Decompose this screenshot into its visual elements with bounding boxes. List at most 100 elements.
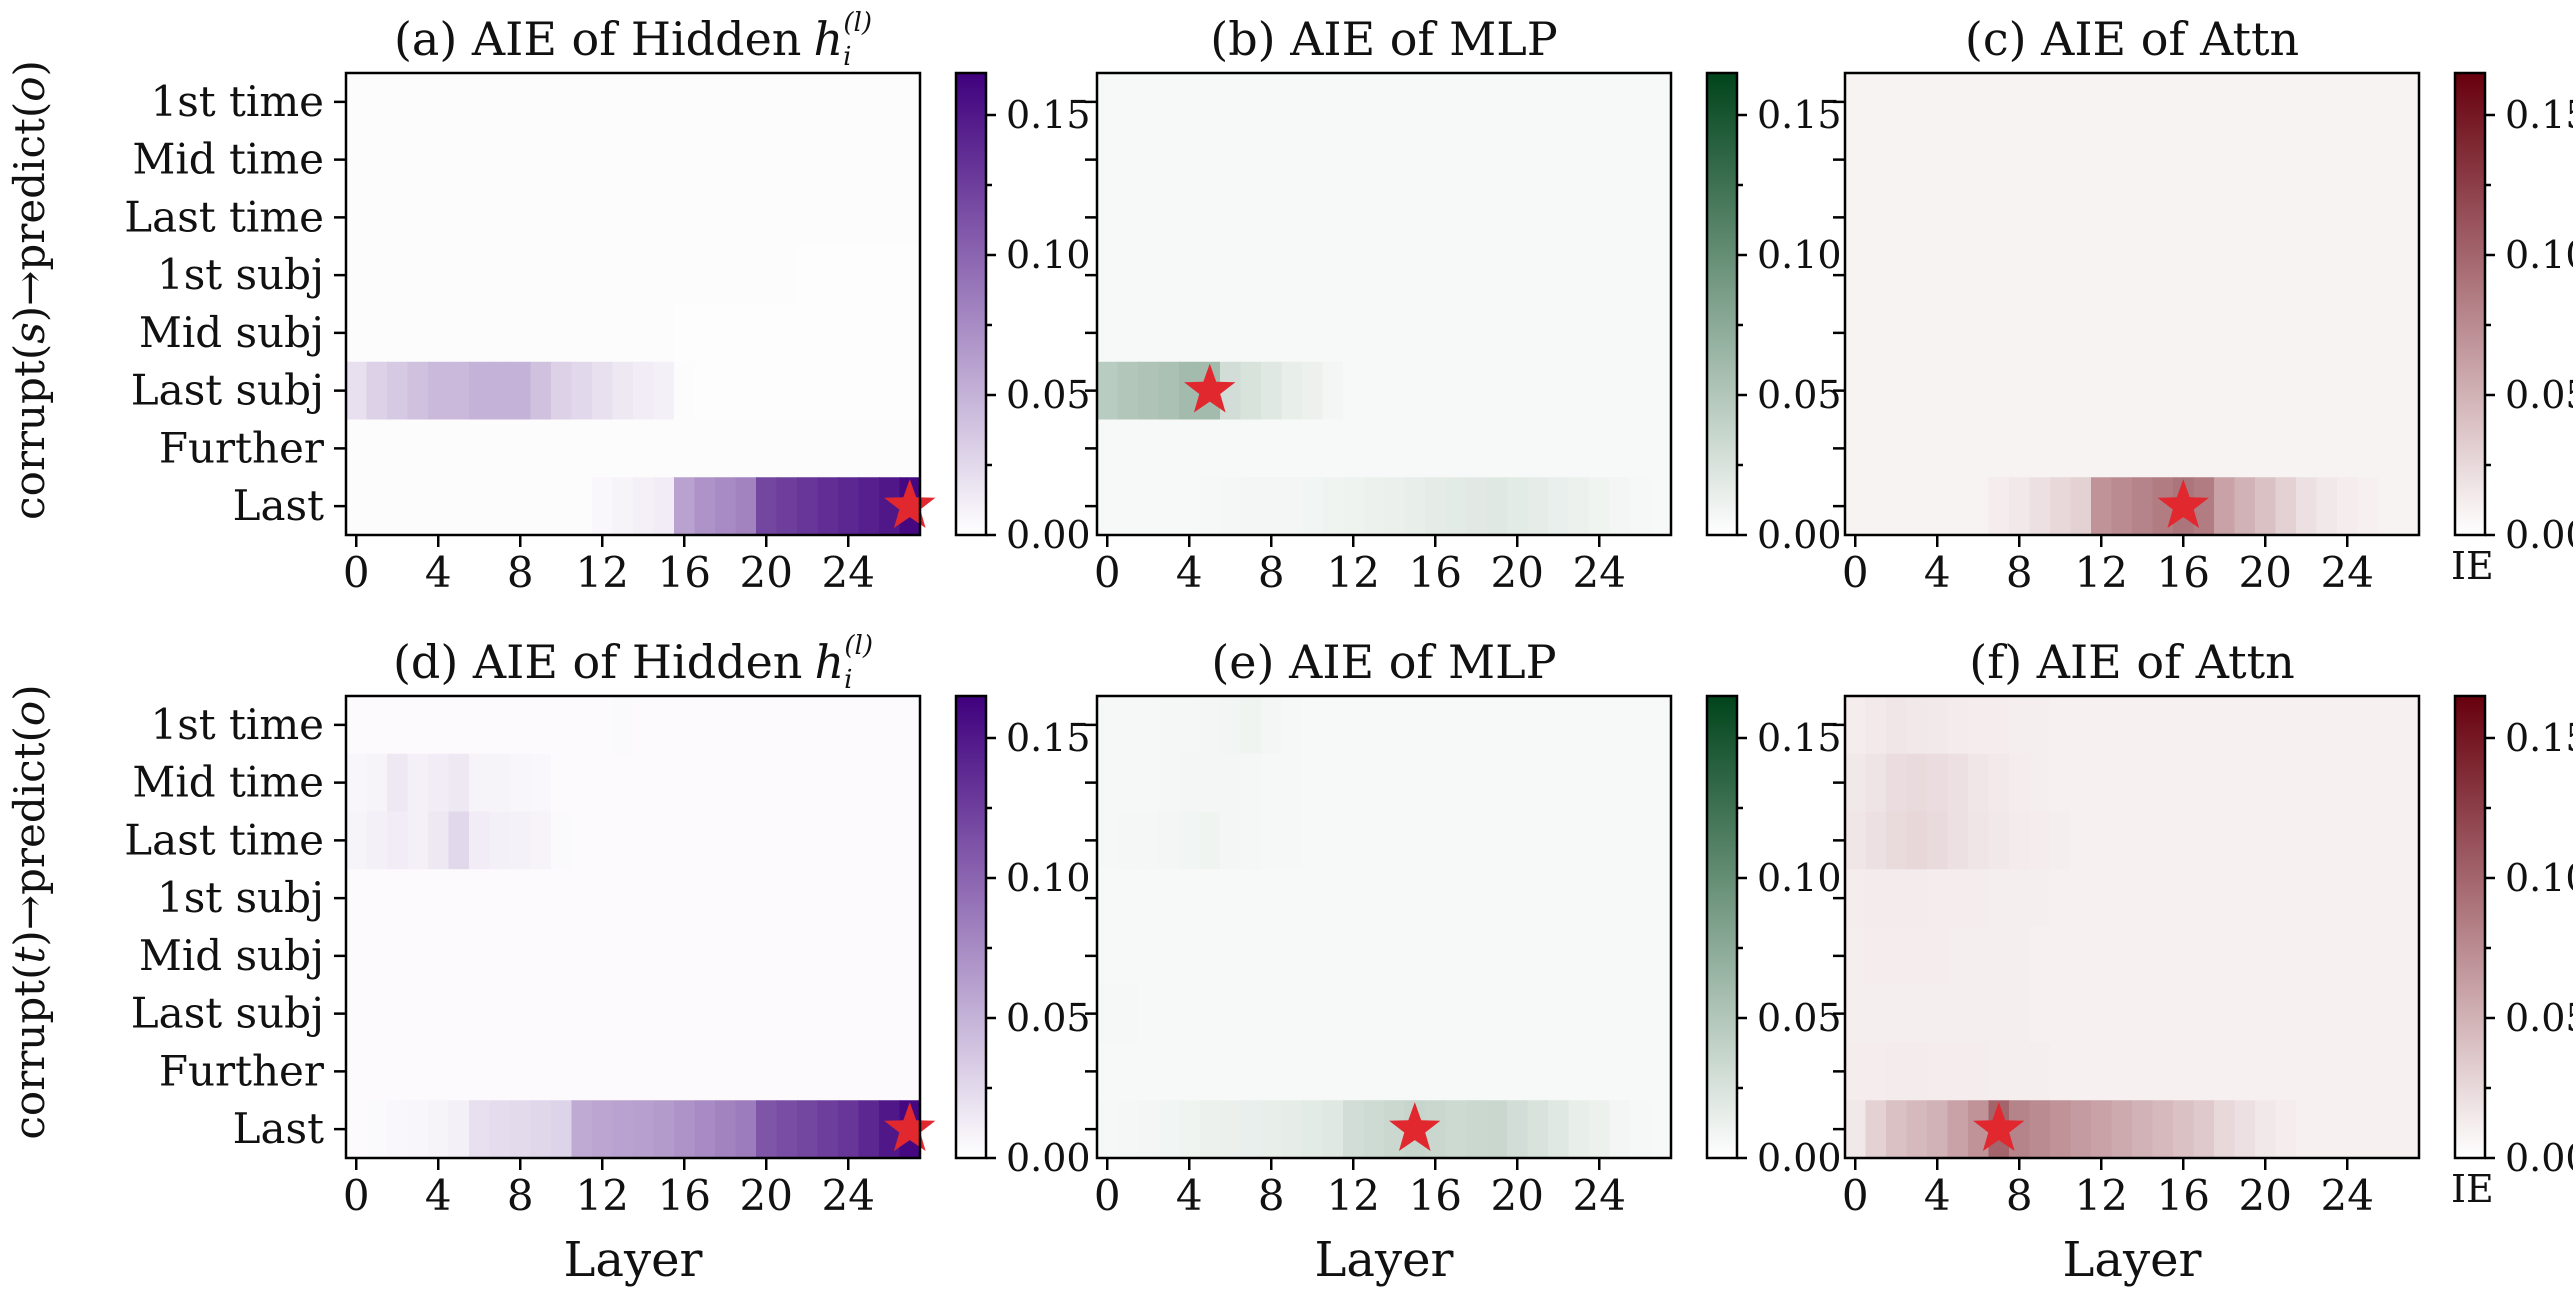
heatmap-cell xyxy=(1179,304,1201,363)
panel-d-xlabel: Layer xyxy=(564,1232,703,1288)
heatmap-cell xyxy=(1947,246,1969,305)
heatmap-cell xyxy=(2009,130,2031,190)
heatmap-cell xyxy=(1968,73,1990,132)
heatmap-cell xyxy=(428,130,450,190)
row-group-label-bottom-pre: corrupt( xyxy=(5,963,54,1139)
heatmap-cell xyxy=(1404,304,1426,363)
heatmap-cell xyxy=(2357,869,2379,928)
heatmap-cell xyxy=(1363,130,1385,190)
xtick-label: 8 xyxy=(507,548,534,597)
heatmap-cell xyxy=(1568,984,1590,1044)
heatmap-cell xyxy=(1179,188,1201,247)
heatmap-cell xyxy=(694,984,716,1044)
heatmap-cell xyxy=(2152,811,2174,870)
heatmap-cell xyxy=(1548,188,1570,247)
heatmap-cell xyxy=(817,477,839,536)
heatmap-cell xyxy=(1947,477,1969,536)
heatmap-cell xyxy=(1589,696,1611,755)
panel-d-row-0 xyxy=(346,696,921,755)
heatmap-cell xyxy=(2378,304,2400,363)
heatmap-cell xyxy=(1384,130,1406,190)
heatmap-cell xyxy=(756,1042,778,1101)
heatmap-cell xyxy=(2255,869,2277,928)
heatmap-cell xyxy=(1281,811,1303,870)
heatmap-cell xyxy=(776,696,798,755)
heatmap-cell xyxy=(1199,130,1221,190)
heatmap-cell xyxy=(530,477,552,536)
heatmap-cell xyxy=(2091,73,2113,132)
heatmap-cell xyxy=(407,927,429,986)
colorbar-tick-label: 0.15 xyxy=(1006,716,1091,760)
heatmap-cell xyxy=(776,927,798,986)
heatmap-cell xyxy=(2357,419,2379,478)
heatmap-cell xyxy=(1384,304,1406,363)
heatmap-cell xyxy=(899,811,921,870)
heatmap-cell xyxy=(1865,73,1887,132)
heatmap-cell xyxy=(797,419,819,478)
heatmap-cell xyxy=(1650,130,1672,190)
heatmap-cell xyxy=(2398,304,2420,363)
heatmap-cell xyxy=(1486,1042,1508,1101)
ytick-label: Further xyxy=(159,1046,325,1095)
heatmap-cell xyxy=(1384,246,1406,305)
panel-f-row-4 xyxy=(1845,927,2420,986)
heatmap-cell xyxy=(1886,984,1908,1044)
heatmap-cell xyxy=(838,73,860,132)
heatmap-cell xyxy=(1138,753,1160,813)
heatmap-cell xyxy=(2214,984,2236,1044)
heatmap-cell xyxy=(899,1042,921,1101)
heatmap-cell xyxy=(2132,753,2154,813)
heatmap-cell xyxy=(489,246,511,305)
heatmap-cell xyxy=(1281,927,1303,986)
heatmap-cell xyxy=(1589,927,1611,986)
heatmap-cell xyxy=(1384,1042,1406,1101)
heatmap-cell xyxy=(1507,811,1529,870)
heatmap-cell xyxy=(2152,477,2174,536)
heatmap-cell xyxy=(2152,361,2174,421)
heatmap-cell xyxy=(1845,984,1867,1044)
heatmap-cell xyxy=(1384,927,1406,986)
heatmap-cell xyxy=(1630,1042,1652,1101)
heatmap-cell xyxy=(2173,869,2195,928)
heatmap-cell xyxy=(489,753,511,813)
heatmap-cell xyxy=(1906,869,1928,928)
heatmap-cell xyxy=(469,1042,491,1101)
heatmap-cell xyxy=(653,246,675,305)
heatmap-cell xyxy=(1220,811,1242,870)
heatmap-cell xyxy=(387,753,409,813)
panel-a-frame xyxy=(344,71,922,537)
heatmap-cell xyxy=(1650,927,1672,986)
heatmap-cell xyxy=(817,927,839,986)
heatmap-cell xyxy=(1138,73,1160,132)
heatmap-cell xyxy=(1425,246,1447,305)
heatmap-cell xyxy=(879,811,901,870)
heatmap-cell xyxy=(2029,1042,2051,1101)
heatmap-cell xyxy=(1158,984,1180,1044)
heatmap-cell xyxy=(612,811,634,870)
heatmap-cell xyxy=(1302,811,1324,870)
heatmap-cell xyxy=(2029,246,2051,305)
heatmap-cell xyxy=(838,477,860,536)
heatmap-cell xyxy=(817,130,839,190)
heatmap-cell xyxy=(2357,1100,2379,1159)
heatmap-cell xyxy=(1527,984,1549,1044)
heatmap-cell xyxy=(1240,984,1262,1044)
colorbar-tick-label: 0.15 xyxy=(2505,93,2573,137)
heatmap-cell xyxy=(2132,696,2154,755)
heatmap-cell xyxy=(735,753,757,813)
heatmap-cell xyxy=(1363,188,1385,247)
heatmap-cell xyxy=(1220,869,1242,928)
colorbar-tick-label: 0.00 xyxy=(1006,513,1091,557)
heatmap-cell xyxy=(797,753,819,813)
heatmap-cell xyxy=(1865,869,1887,928)
heatmap-cell xyxy=(1240,1042,1262,1101)
heatmap-cell xyxy=(1988,753,2010,813)
heatmap-cell xyxy=(551,753,573,813)
heatmap-cell xyxy=(1281,984,1303,1044)
panel-a-row-7 xyxy=(346,477,921,536)
heatmap-cell xyxy=(899,73,921,132)
panel-b-colorbar-frame xyxy=(1705,71,1739,537)
xtick-label: 12 xyxy=(2075,1171,2128,1220)
heatmap-cell xyxy=(2173,753,2195,813)
heatmap-cell xyxy=(1486,73,1508,132)
